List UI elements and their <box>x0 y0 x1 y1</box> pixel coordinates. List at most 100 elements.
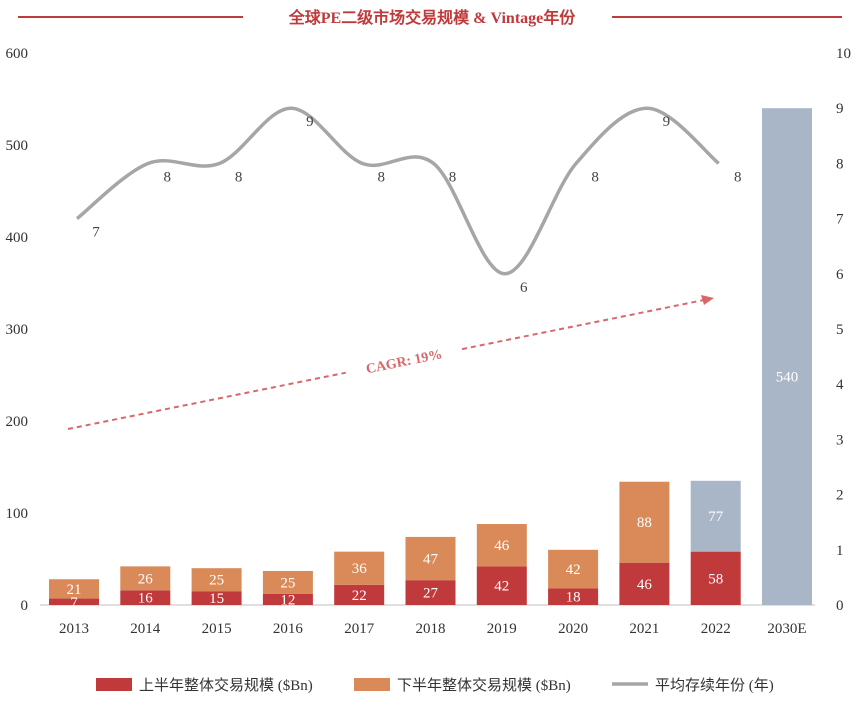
bar-label-second-half-2017: 36 <box>352 561 368 577</box>
bar-label-first-half-2022: 58 <box>708 571 723 587</box>
bar-label-first-half-2016: 12 <box>280 592 295 608</box>
bar-second-half-2015 <box>191 568 242 592</box>
right-axis-tick: 3 <box>836 432 844 448</box>
right-axis-tick: 6 <box>836 267 844 283</box>
x-tick-2030E: 2030E <box>767 621 806 637</box>
line-point-label-2016: 9 <box>306 114 314 130</box>
x-tick-2014: 2014 <box>130 621 161 637</box>
right-axis-tick: 4 <box>836 377 844 393</box>
x-tick-2017: 2017 <box>344 621 375 637</box>
x-tick-2015: 2015 <box>202 621 232 637</box>
bar-second-half-2016 <box>262 570 313 594</box>
line-point-label-2019: 6 <box>520 280 528 296</box>
legend-label-line: 平均存续年份 (年) <box>655 677 774 694</box>
right-axis-tick: 8 <box>836 156 844 172</box>
x-tick-2013: 2013 <box>59 621 89 637</box>
bar-second-half-2017 <box>334 551 385 585</box>
bar-label-first-half-2014: 16 <box>138 591 154 607</box>
bar-second-half-2022 <box>690 480 741 552</box>
legend-label-second-half: 下半年整体交易规模 ($Bn) <box>397 676 571 694</box>
left-axis-tick: 400 <box>6 230 29 246</box>
right-axis-tick: 10 <box>836 46 851 62</box>
line-point-label-2022: 8 <box>734 169 742 185</box>
cagr-arrow-segment <box>67 371 346 430</box>
line-average-vintage <box>75 106 720 276</box>
bar-label-second-half-2016: 25 <box>280 575 295 591</box>
bar-label-second-half-2019: 46 <box>494 538 510 554</box>
x-tick-2021: 2021 <box>629 621 659 637</box>
bar-first-half-2014 <box>120 590 171 605</box>
cagr-label: CAGR: 19% <box>365 347 444 377</box>
legend-swatch-second-half <box>354 678 390 691</box>
bars <box>49 108 812 605</box>
left-axis-tick: 200 <box>6 414 29 430</box>
x-tick-2020: 2020 <box>558 621 588 637</box>
bar-label-first-half-2020: 18 <box>566 590 581 606</box>
bar-label-first-half-2015: 15 <box>209 591 224 607</box>
left-axis-tick: 0 <box>21 598 29 614</box>
line-series: 7 8 8 9 8 8 6 8 9 8 <box>75 106 742 296</box>
bar-label-second-half-2021: 88 <box>637 515 652 531</box>
cagr-arrow-head <box>701 295 714 305</box>
bar-second-half-2020 <box>548 549 599 589</box>
bar-labels: 7211626152512252236274742461842468858775… <box>67 369 799 610</box>
x-tick-2022: 2022 <box>701 621 731 637</box>
bar-first-half-2018 <box>405 580 456 605</box>
left-axis-tick: 600 <box>6 46 29 62</box>
bar-label-first-half-2021: 46 <box>637 577 653 593</box>
bar-estimate-2030E <box>762 108 812 605</box>
line-point-label-2021: 9 <box>663 114 671 130</box>
right-axis: 0 1 2 3 4 5 6 7 8 9 10 <box>836 46 851 614</box>
x-tick-2018: 2018 <box>416 621 446 637</box>
bar-label-second-half-2018: 47 <box>423 552 439 568</box>
bar-label-second-half-2015: 25 <box>209 573 224 589</box>
cagr-annotation: CAGR: 19% <box>67 295 714 430</box>
bar-first-half-2019 <box>476 566 527 605</box>
bar-second-half-2018 <box>405 536 456 581</box>
bar-first-half-2016 <box>262 593 313 605</box>
bar-label-second-half-2020: 42 <box>566 562 581 578</box>
line-point-label-2013: 7 <box>92 225 100 241</box>
left-axis: 0 100 200 300 400 500 600 <box>6 46 29 614</box>
chart-title-group: 全球PE二级市场交易规模 & Vintage年份 <box>18 8 842 27</box>
bar-label-second-half-2013: 21 <box>67 582 82 598</box>
chart-title: 全球PE二级市场交易规模 & Vintage年份 <box>288 8 577 27</box>
line-point-label-2017: 8 <box>377 169 385 185</box>
right-axis-tick: 0 <box>836 598 844 614</box>
bar-first-half-2021 <box>619 562 670 605</box>
bar-label-second-half-2022: 77 <box>708 509 724 525</box>
cagr-arrow-segment <box>461 298 707 351</box>
line-point-label-2014: 8 <box>164 169 172 185</box>
left-axis-tick: 500 <box>6 138 29 154</box>
right-axis-tick: 1 <box>836 543 844 559</box>
x-axis-labels: 2013 2014 2015 2016 2017 2018 2019 2020 2021 2022… <box>59 621 807 637</box>
left-axis-tick: 100 <box>6 506 29 522</box>
legend-swatch-first-half <box>96 678 132 691</box>
bar-label-first-half-2017: 22 <box>352 588 367 604</box>
x-tick-2016: 2016 <box>273 621 304 637</box>
legend-label-first-half: 上半年整体交易规模 ($Bn) <box>139 676 313 694</box>
right-axis-tick: 9 <box>836 101 844 117</box>
bar-first-half-2013 <box>49 598 99 605</box>
bar-second-half-2019 <box>476 524 527 567</box>
bar-first-half-2020 <box>548 588 599 605</box>
bar-first-half-2015 <box>191 591 242 605</box>
x-tick-2019: 2019 <box>487 621 517 637</box>
bar-first-half-2017 <box>334 584 385 605</box>
bar-first-half-2022 <box>690 551 741 605</box>
right-axis-tick: 5 <box>836 322 844 338</box>
line-point-label-2020: 8 <box>591 169 599 185</box>
bar-label-first-half-2019: 42 <box>494 579 509 595</box>
legend: 上半年整体交易规模 ($Bn) 下半年整体交易规模 ($Bn) 平均存续年份 (年) <box>96 676 774 694</box>
bar-second-half-2014 <box>120 566 171 591</box>
line-point-label-2015: 8 <box>235 169 243 185</box>
right-axis-tick: 7 <box>836 212 844 228</box>
line-point-label-2018: 8 <box>449 169 457 185</box>
bar-label-second-half-2014: 26 <box>138 571 154 587</box>
bar-second-half-2021 <box>619 481 670 563</box>
bar-label-first-half-2018: 27 <box>423 586 439 602</box>
right-axis-tick: 2 <box>836 488 844 504</box>
bar-second-half-2013 <box>49 579 99 599</box>
bar-label-estimate-2030E: 540 <box>776 369 799 385</box>
